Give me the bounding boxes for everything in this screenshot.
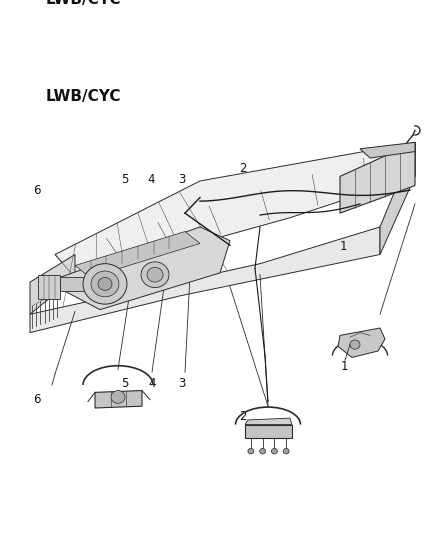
- Text: 2: 2: [239, 410, 247, 423]
- Text: 5: 5: [121, 173, 128, 186]
- Polygon shape: [60, 278, 100, 291]
- Text: 6: 6: [33, 393, 41, 406]
- Circle shape: [141, 262, 169, 288]
- Text: 5: 5: [121, 377, 129, 390]
- Polygon shape: [245, 418, 292, 425]
- Circle shape: [98, 278, 112, 290]
- Text: 2: 2: [239, 161, 247, 174]
- Text: 4: 4: [148, 377, 156, 390]
- Text: 3: 3: [178, 173, 185, 186]
- Polygon shape: [75, 231, 200, 278]
- Circle shape: [260, 448, 265, 454]
- Polygon shape: [340, 142, 415, 213]
- Polygon shape: [245, 425, 292, 438]
- Polygon shape: [60, 227, 230, 310]
- Text: 6: 6: [33, 183, 41, 197]
- Circle shape: [111, 391, 125, 403]
- Circle shape: [272, 448, 277, 454]
- Polygon shape: [30, 254, 75, 314]
- Circle shape: [248, 448, 254, 454]
- Text: LWB/CYC: LWB/CYC: [46, 0, 121, 6]
- Circle shape: [147, 268, 163, 282]
- Text: 3: 3: [178, 377, 186, 390]
- Circle shape: [83, 264, 127, 304]
- Text: 4: 4: [147, 173, 155, 186]
- Polygon shape: [55, 142, 415, 278]
- Text: 1: 1: [340, 240, 348, 253]
- Circle shape: [91, 271, 119, 297]
- Polygon shape: [30, 227, 380, 333]
- Polygon shape: [38, 274, 60, 298]
- Circle shape: [283, 448, 289, 454]
- Text: LWB/CYC: LWB/CYC: [46, 89, 121, 104]
- Polygon shape: [338, 328, 385, 358]
- Polygon shape: [360, 142, 415, 158]
- Polygon shape: [95, 391, 142, 408]
- Polygon shape: [380, 142, 415, 254]
- Circle shape: [350, 340, 360, 349]
- Text: 1: 1: [340, 360, 348, 373]
